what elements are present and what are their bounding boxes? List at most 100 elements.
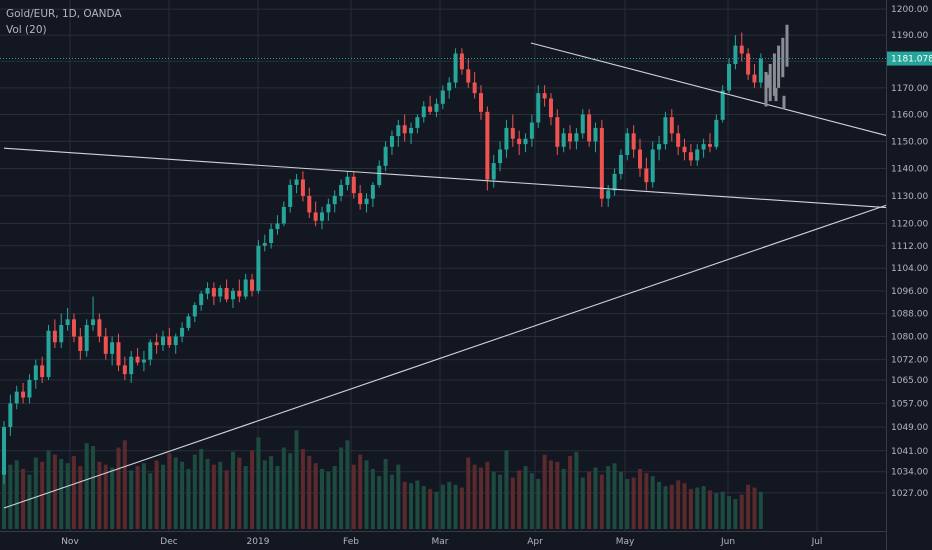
volume-bar xyxy=(695,487,700,529)
volume-bar xyxy=(116,447,121,529)
volume-bar xyxy=(466,457,471,529)
volume-bar xyxy=(727,496,732,529)
candle-body xyxy=(561,133,566,147)
candle-body xyxy=(40,365,45,378)
volume-bar xyxy=(561,468,566,529)
volume-bar xyxy=(688,488,693,529)
volume-bar xyxy=(618,471,623,529)
time-tick-label: Feb xyxy=(343,537,359,547)
volume-bar xyxy=(409,483,414,529)
candle-body xyxy=(14,391,19,404)
volume-bar xyxy=(307,456,312,529)
candle-body xyxy=(485,111,490,180)
volume-bar xyxy=(383,458,388,529)
candle xyxy=(230,287,235,308)
volume-bar xyxy=(135,466,140,529)
candle-body xyxy=(453,53,458,83)
candle xyxy=(479,85,483,120)
time-axis-background xyxy=(0,531,886,550)
candle-body xyxy=(313,212,318,221)
candle xyxy=(21,382,26,404)
time-tick-label: Jun xyxy=(720,537,735,547)
price-tick-label: 1130.00 xyxy=(891,192,928,202)
candle xyxy=(173,333,178,354)
candle-body xyxy=(224,287,229,300)
volume-bar xyxy=(377,476,382,529)
volume-bar xyxy=(657,481,662,529)
candle-body xyxy=(440,90,445,104)
volume-bar xyxy=(122,440,127,529)
candle xyxy=(402,114,407,142)
trendline[interactable] xyxy=(3,147,932,233)
volume-bar xyxy=(91,446,96,529)
candle xyxy=(542,85,547,107)
price-axis-background xyxy=(886,0,932,550)
candle-body xyxy=(504,127,509,150)
candle xyxy=(701,138,706,158)
volume-bar xyxy=(250,450,255,529)
candle-body xyxy=(262,242,267,246)
symbol-title: Gold/EUR, 1D, OANDA xyxy=(6,8,122,20)
candle xyxy=(326,198,331,221)
volume-bars xyxy=(2,430,763,529)
volume-bar xyxy=(599,474,604,529)
trendline[interactable] xyxy=(3,75,932,509)
price-tick-label: 1150.00 xyxy=(891,137,928,147)
candle xyxy=(91,296,96,331)
volume-bar xyxy=(97,461,102,529)
candle-body xyxy=(593,127,598,142)
candle-body xyxy=(758,58,763,83)
price-tick-label: 1112.00 xyxy=(891,242,928,252)
candle-body xyxy=(129,356,134,375)
candle-body xyxy=(135,356,140,363)
price-axis[interactable]: 1200.001190.001180.001170.001160.001150.… xyxy=(886,0,932,550)
volume-bar xyxy=(332,466,337,529)
candle xyxy=(758,53,763,88)
candle-body xyxy=(421,106,426,118)
volume-bar xyxy=(523,466,528,529)
volume-bar xyxy=(300,448,305,529)
candle-body xyxy=(727,64,732,91)
candle-body xyxy=(555,117,560,147)
candle-body xyxy=(618,154,623,174)
candle xyxy=(313,201,318,227)
candle-body xyxy=(409,127,414,134)
candle xyxy=(752,64,757,88)
candle xyxy=(281,201,286,227)
volume-bar xyxy=(529,473,534,529)
volume-bar xyxy=(421,486,426,529)
candle-body xyxy=(542,93,547,99)
candle-body xyxy=(746,53,751,75)
volume-bar xyxy=(33,457,38,529)
candle xyxy=(638,138,642,177)
volume-bar xyxy=(485,461,490,529)
candle xyxy=(300,171,305,202)
candle-body xyxy=(415,117,420,128)
candle-body xyxy=(230,290,235,300)
price-tick-label: 1140.00 xyxy=(891,165,928,175)
candle-body xyxy=(199,293,204,306)
candle xyxy=(40,356,45,383)
candle-body xyxy=(8,403,13,427)
projection-bar xyxy=(777,45,781,88)
volume-bar xyxy=(294,430,299,529)
volume-bar xyxy=(230,451,235,529)
candle xyxy=(224,279,229,303)
candle-body xyxy=(71,319,76,337)
volume-bar xyxy=(8,464,13,529)
candle-body xyxy=(148,342,153,360)
candle-body xyxy=(669,117,674,134)
candle xyxy=(364,193,369,213)
candle-body xyxy=(714,119,719,147)
price-tick-label: 1057.00 xyxy=(891,399,928,409)
volume-bar xyxy=(14,460,19,529)
candle-body xyxy=(548,98,553,118)
volume-bar xyxy=(510,477,515,529)
candle-body xyxy=(447,82,452,91)
candle xyxy=(84,319,89,357)
volume-bar xyxy=(472,464,477,529)
volume-bar xyxy=(256,437,261,529)
time-axis[interactable]: Nov Dec 2019 Feb Mar Apr May Jun Jul xyxy=(0,531,886,550)
